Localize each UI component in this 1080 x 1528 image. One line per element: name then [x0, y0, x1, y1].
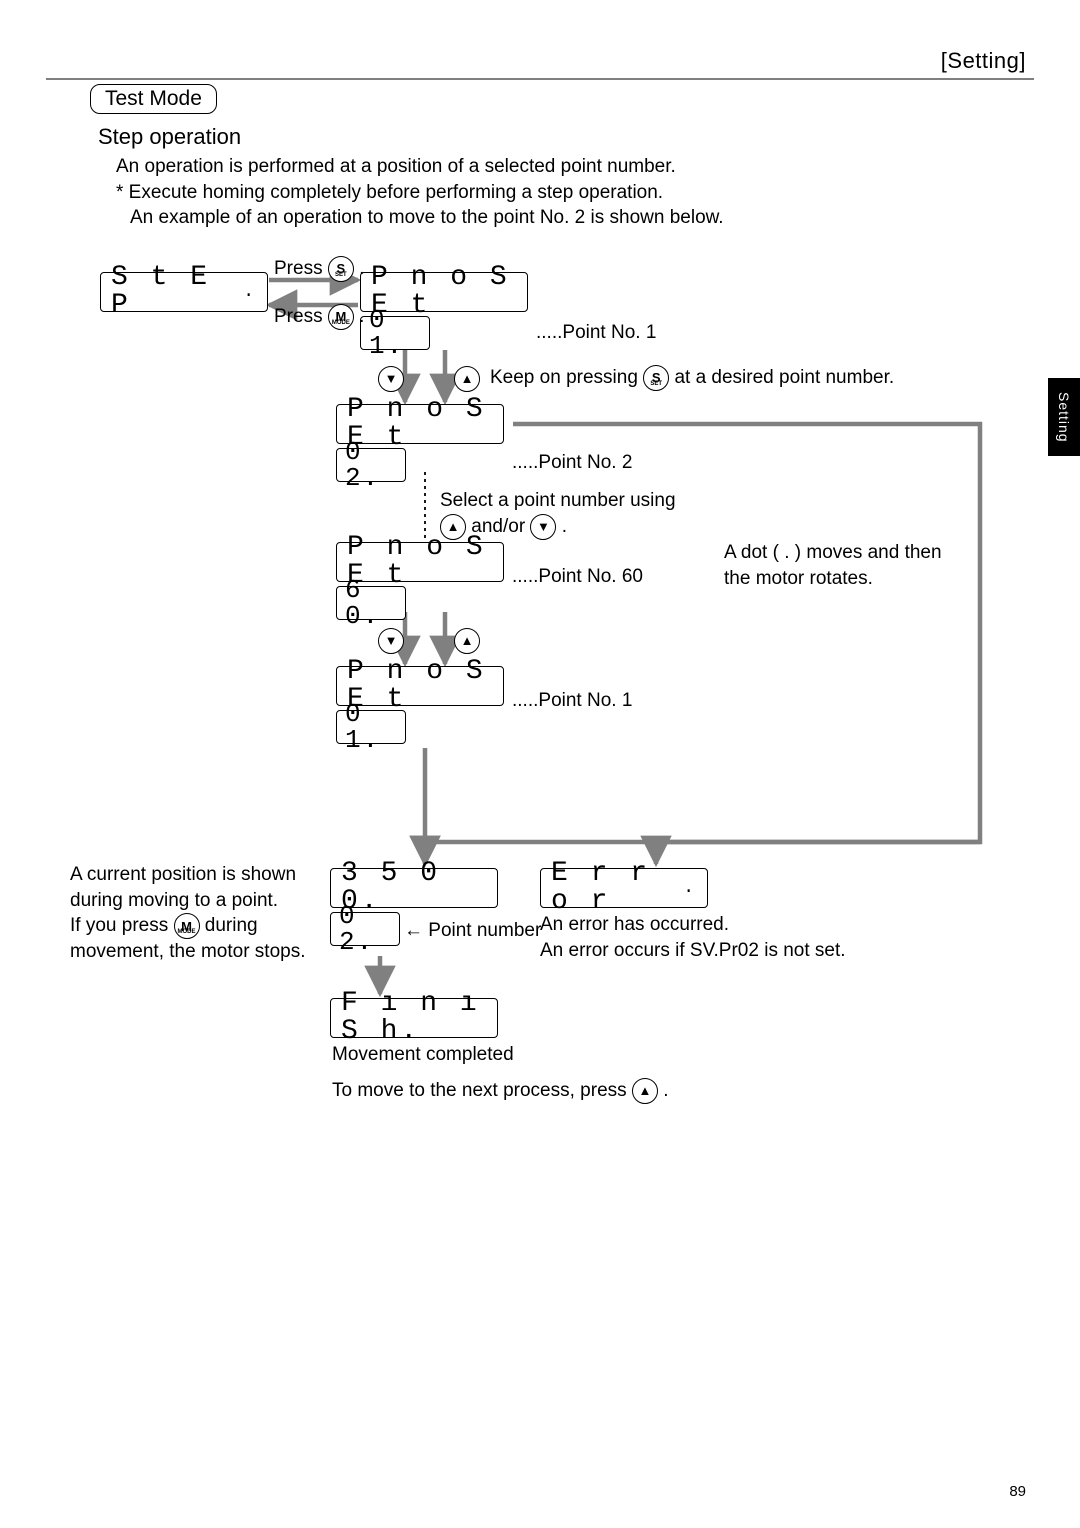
error-label: An error has occurred. An error occurs i…	[540, 912, 940, 963]
keep-pressing-label: Keep on pressing SSET at a desired point…	[490, 365, 894, 391]
test-mode-badge: Test Mode	[90, 84, 217, 114]
side-tab: Setting	[1048, 378, 1080, 456]
intro-line: An operation is performed at a position …	[116, 154, 996, 180]
down-icon: ▼	[378, 366, 404, 392]
text: .	[556, 516, 567, 537]
lcd-step: S t E P.	[100, 272, 268, 312]
s-button-icon: SSET	[643, 365, 669, 391]
select-label: Select a point number using ▲ and/or ▼ .	[440, 488, 740, 540]
next-process-label: To move to the next process, press ▲ .	[332, 1078, 668, 1104]
intro-line: * Execute homing completely before perfo…	[116, 180, 996, 206]
m-button-icon: MMODE	[328, 304, 354, 330]
lcd-finish: F ı n ı S h.	[330, 998, 498, 1038]
up-icon: ▲	[632, 1078, 658, 1104]
text: To move to the next process, press	[332, 1080, 632, 1101]
lcd-num: 0 2.	[330, 912, 400, 946]
lcd-text: E r r o r	[551, 860, 683, 916]
lcd-error: E r r o r.	[540, 868, 708, 908]
text: .	[354, 258, 365, 279]
lcd-num: 0 1.	[336, 710, 406, 744]
down-icon: ▼	[378, 628, 404, 654]
text: at a desired point number.	[669, 367, 894, 388]
intro-line: An example of an operation to move to th…	[130, 205, 996, 231]
lcd-num: 6 0.	[336, 586, 406, 620]
movement-completed-label: Movement completed	[332, 1042, 514, 1068]
text: .	[658, 1080, 669, 1101]
intro-text: An operation is performed at a position …	[116, 154, 996, 231]
lcd-num: 0 1.	[360, 316, 430, 350]
text: Select a point number using	[440, 490, 676, 511]
subtitle: Step operation	[98, 124, 1010, 150]
text: If you press	[70, 915, 174, 936]
diagram: S t E P. P n o S E t 0 1. P n o S E t 0 …	[100, 250, 1000, 1170]
lcd-num: 0 2.	[336, 448, 406, 482]
dot-moves-label: A dot ( . ) moves and then the motor rot…	[724, 540, 964, 591]
press-m-label: Press MMODE .	[274, 304, 364, 330]
s-button-icon: SSET	[328, 256, 354, 282]
current-pos-label: A current position is shown during movin…	[70, 862, 330, 965]
text: and/or	[466, 516, 530, 537]
up-icon: ▲	[454, 366, 480, 392]
up-icon: ▲	[454, 628, 480, 654]
text: .	[354, 306, 365, 327]
top-rule	[46, 78, 1034, 80]
text: A current position is shown during movin…	[70, 864, 296, 911]
point-number-arrow-label: ← Point number	[404, 918, 541, 944]
point-label: .....Point No. 60	[512, 564, 643, 590]
press-s-label: Press SSET .	[274, 256, 364, 282]
lcd-text: S t E P	[111, 264, 243, 320]
point-label: .....Point No. 1	[536, 320, 656, 346]
point-label: .....Point No. 1	[512, 688, 632, 714]
point-label: .....Point No. 2	[512, 450, 632, 476]
text: Keep on pressing	[490, 367, 643, 388]
m-button-icon: MMODE	[174, 913, 200, 939]
section-header: [Setting]	[941, 48, 1026, 74]
text: Press	[274, 258, 328, 279]
text: An error has occurred.	[540, 914, 729, 935]
up-icon: ▲	[440, 514, 466, 540]
text: Press	[274, 306, 328, 327]
down-icon: ▼	[530, 514, 556, 540]
text: An error occurs if SV.Pr02 is not set.	[540, 940, 846, 961]
page-number: 89	[1009, 1483, 1026, 1500]
